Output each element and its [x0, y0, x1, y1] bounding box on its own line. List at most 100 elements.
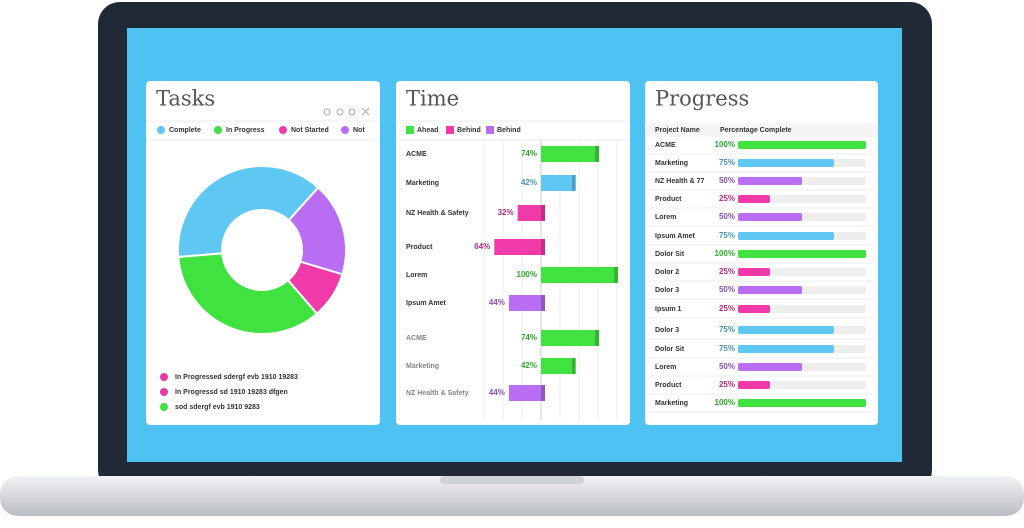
value-label: 42%	[521, 178, 537, 187]
legend-swatch	[486, 126, 494, 134]
note-text: In Progressd sd 1910 19283 dfgen	[175, 389, 288, 396]
bar	[738, 195, 770, 203]
value-label: 74%	[521, 149, 537, 158]
bar	[738, 250, 866, 258]
bar-side	[571, 358, 576, 374]
value-label: 64%	[474, 242, 490, 251]
value-label: 50%	[719, 212, 735, 221]
bar	[517, 205, 541, 221]
laptop-base	[0, 476, 1024, 516]
category-label: Marketing	[406, 363, 439, 370]
panel-title: Tasks	[156, 87, 215, 111]
donut-slice	[177, 165, 320, 259]
value-label: 25%	[719, 380, 735, 389]
bar	[508, 295, 541, 311]
legend-label: Complete	[169, 127, 201, 134]
category-label: Product	[406, 244, 433, 251]
bar	[541, 330, 596, 346]
note-dot	[160, 388, 168, 396]
value-label: 100%	[715, 398, 735, 407]
donut-slice	[287, 186, 347, 276]
legend-label: In Progress	[226, 127, 265, 134]
bar-side	[595, 146, 600, 162]
legend-dot	[214, 126, 222, 134]
bar-side	[541, 385, 545, 401]
legend-label: Not Started	[291, 127, 329, 134]
bar	[508, 385, 541, 401]
legend-label: Not	[353, 127, 365, 134]
category-label: ACME	[406, 151, 427, 158]
note-dot	[160, 403, 168, 411]
bar	[738, 268, 770, 276]
bar	[541, 146, 596, 162]
bar-side	[571, 175, 576, 191]
note-text: In Progressed sdergf evb 1910 19283	[175, 374, 298, 381]
value-label: 44%	[489, 298, 505, 307]
project-name: NZ Health & 77	[655, 178, 705, 185]
bar-side	[541, 295, 545, 311]
bar	[738, 232, 834, 240]
value-label: 25%	[719, 304, 735, 313]
bar-side	[614, 267, 618, 283]
table-header	[645, 123, 878, 137]
bar	[738, 345, 834, 353]
value-label: 75%	[719, 158, 735, 167]
project-name: Dolor Sit	[655, 346, 685, 353]
bar-side	[541, 239, 545, 255]
bar	[541, 175, 572, 191]
value-label: 50%	[719, 362, 735, 371]
value-label: 32%	[498, 208, 514, 217]
column-header: Project Name	[655, 127, 700, 134]
project-name: Ipsum Amet	[655, 233, 695, 240]
category-label: NZ Health & Safety	[406, 390, 469, 397]
notch	[440, 476, 584, 484]
bar	[738, 141, 866, 149]
dashboard: Tasks Complete In Progress Not Started Not In…	[156, 87, 875, 413]
legend-label: Ahead	[417, 127, 438, 134]
bar	[738, 286, 802, 294]
project-name: Marketing	[655, 400, 688, 407]
value-label: 74%	[521, 333, 537, 342]
project-name: Product	[655, 196, 682, 203]
value-label: 50%	[719, 285, 735, 294]
bar	[738, 159, 834, 167]
bar	[494, 239, 541, 255]
value-label: 100%	[715, 249, 735, 258]
project-name: Ipsum 1	[655, 306, 682, 313]
value-label: 75%	[719, 231, 735, 240]
bar-side	[541, 205, 545, 221]
donut-slice	[177, 252, 319, 335]
project-name: Dolor 3	[655, 287, 679, 294]
panel-title: Time	[406, 87, 459, 111]
bar	[541, 358, 572, 374]
panel-icons[interactable]	[323, 107, 370, 116]
legend-dot	[341, 126, 349, 134]
value-label: 100%	[517, 270, 537, 279]
value-label: 25%	[719, 267, 735, 276]
bar	[738, 213, 802, 221]
project-name: Lorem	[655, 214, 676, 221]
bar	[738, 326, 834, 334]
panel-title: Progress	[655, 87, 749, 111]
note-text: sod sdergf evb 1910 9283	[175, 404, 260, 411]
legend-dot	[157, 126, 165, 134]
category-label: Ipsum Amet	[406, 300, 446, 307]
value-label: 100%	[715, 140, 735, 149]
project-name: Dolor 2	[655, 269, 679, 276]
legend-label: Behind	[497, 127, 521, 134]
legend-label: Behind	[457, 127, 481, 134]
bar	[738, 381, 770, 389]
panel	[146, 81, 380, 425]
bar	[738, 399, 866, 407]
value-label: 75%	[719, 344, 735, 353]
bar	[738, 177, 802, 185]
legend-swatch	[406, 126, 414, 134]
bar	[738, 363, 802, 371]
project-name: Marketing	[655, 160, 688, 167]
bar-side	[595, 330, 600, 346]
project-name: Dolor 3	[655, 327, 679, 334]
column-header: Percentage Complete	[720, 127, 792, 134]
category-label: ACME	[406, 335, 427, 342]
bar	[541, 267, 614, 283]
